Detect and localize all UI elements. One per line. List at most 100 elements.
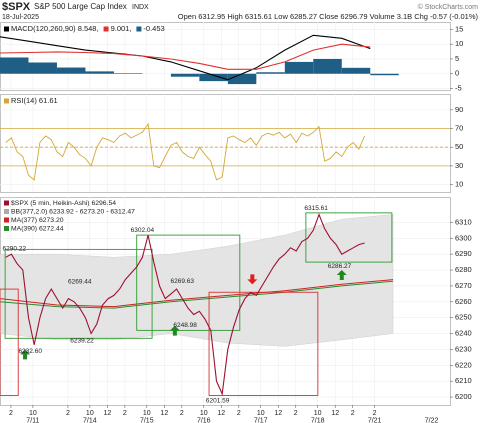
- x-tick-label: 10: [143, 410, 151, 417]
- y-tick-label: 6220: [455, 360, 472, 369]
- x-tick-label: 10: [86, 410, 94, 417]
- y-tick-label: 6280: [455, 265, 472, 274]
- moving-average: [0, 280, 394, 309]
- histogram-bar: [256, 72, 285, 74]
- y-tick-label: 5: [455, 54, 459, 63]
- price-label: 6201.59: [206, 397, 230, 404]
- panel-frame: [0, 94, 451, 193]
- symbol: $SPX: [2, 1, 31, 13]
- date-label: 7/18: [311, 417, 325, 423]
- index-name: S&P 500 Large Cap Index: [34, 2, 127, 11]
- moving-average: [0, 279, 394, 308]
- legend-label: MACD(120,260,90) 8.548,: [11, 24, 99, 33]
- legend-swatch: [4, 209, 9, 214]
- histogram-bar: [170, 73, 200, 77]
- x-tick-label: 12: [274, 410, 282, 417]
- copyright: © StockCharts.com: [418, 3, 479, 11]
- signal-arrow: [20, 349, 31, 360]
- y-tick-label: 0: [455, 69, 459, 78]
- histogram-bar: [28, 62, 57, 74]
- y-tick-label: 10: [455, 39, 463, 48]
- histogram-bar: [341, 67, 371, 74]
- histogram-bar: [113, 73, 143, 74]
- histogram-bar: [0, 57, 29, 74]
- y-tick-label: 6300: [455, 233, 472, 242]
- y-tick-label: -5: [455, 84, 462, 93]
- histogram-bar: [370, 73, 399, 76]
- y-tick-label: 10: [455, 180, 463, 189]
- x-tick-label: 2: [237, 410, 241, 417]
- y-tick-label: 6270: [455, 281, 472, 290]
- legend-swatch: [136, 26, 142, 32]
- date-label: 7/17: [254, 417, 268, 423]
- y-tick-label: 6240: [455, 329, 472, 338]
- date-label: 7/11: [26, 417, 39, 423]
- price-label: 6248.98: [173, 322, 197, 329]
- date-label: 7/21: [368, 417, 382, 423]
- price-label: 6286.27: [328, 263, 352, 270]
- date-label: 7/14: [83, 417, 97, 423]
- x-tick-label: 2: [373, 410, 377, 417]
- legend-label: $SPX (5 min, Heikin-Ashi) 6296.54: [11, 200, 116, 207]
- price-label: 6315.61: [304, 205, 328, 212]
- panel-frame: [0, 22, 451, 91]
- x-tick-label: 12: [160, 410, 168, 417]
- histogram-bar: [227, 73, 257, 85]
- annotation-box: [208, 291, 319, 396]
- date-label: 7/22: [425, 417, 439, 423]
- legend-label: RSI(14) 61.61: [11, 96, 58, 105]
- y-tick-label: 6210: [455, 376, 472, 385]
- y-tick-label: 90: [455, 105, 463, 114]
- x-tick-label: 2: [66, 410, 70, 417]
- signal-arrow: [247, 274, 258, 285]
- date: 18-Jul-2025: [2, 14, 39, 21]
- y-tick-label: 30: [455, 161, 463, 170]
- y-tick-label: 6230: [455, 344, 472, 353]
- legend-swatch: [4, 217, 9, 223]
- y-tick-label: 50: [455, 142, 463, 151]
- x-tick-label: 12: [331, 410, 339, 417]
- price-label: 6232.60: [18, 348, 42, 355]
- x-tick-label: 10: [257, 410, 265, 417]
- date-label: 7/15: [140, 417, 154, 423]
- histogram-bar: [313, 58, 342, 74]
- x-tick-label: 10: [314, 410, 322, 417]
- x-tick-label: 2: [180, 410, 184, 417]
- legend-label: BB(377,2.0) 6233.92 - 6273.20 - 6312.47: [11, 208, 135, 215]
- y-tick-label: 70: [455, 124, 463, 133]
- x-tick-label: 2: [123, 410, 127, 417]
- rsi-line: [5, 122, 366, 181]
- x-tick-label: 2: [351, 410, 355, 417]
- x-tick-label: 2: [294, 410, 298, 417]
- date-label: 7/16: [197, 417, 211, 423]
- x-tick-label: 12: [103, 410, 111, 417]
- histogram-bar: [284, 61, 314, 74]
- price-label: 6269.44: [68, 279, 92, 286]
- legend-swatch: [103, 26, 109, 32]
- macd-line: [0, 43, 371, 70]
- legend-label: 9.001,: [111, 24, 132, 33]
- y-tick-label: 6250: [455, 313, 472, 322]
- y-tick-label: 6290: [455, 249, 472, 258]
- macd-line: [0, 34, 371, 81]
- histogram-bar: [199, 73, 228, 82]
- annotation-box: [4, 248, 153, 339]
- y-tick-label: 15: [455, 24, 463, 33]
- histogram-bar: [85, 71, 114, 74]
- legend-label: MA(377) 6273.20: [11, 217, 64, 224]
- legend-label: -0.453: [143, 24, 164, 33]
- price-label: 6290.22: [2, 246, 26, 253]
- price-line: [5, 212, 365, 396]
- x-tick-label: 2: [9, 410, 13, 417]
- price-label: 6269.63: [171, 278, 195, 285]
- legend-label: MA(390) 6272.44: [11, 225, 64, 232]
- histogram-bar: [56, 67, 86, 74]
- signal-arrow: [336, 270, 347, 281]
- price-label: 6302.04: [131, 227, 155, 234]
- y-tick-label: 6200: [455, 392, 472, 401]
- legend-swatch: [4, 226, 9, 231]
- quote: Open 6312.95 High 6315.61 Low 6285.27 Cl…: [178, 12, 479, 21]
- x-tick-label: 12: [217, 410, 225, 417]
- signal-arrow: [169, 325, 180, 336]
